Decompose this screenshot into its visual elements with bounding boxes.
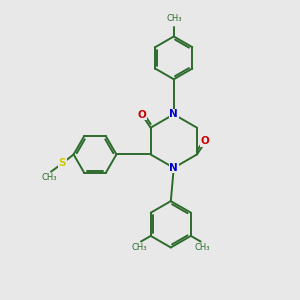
Text: O: O [201, 136, 210, 146]
Text: CH₃: CH₃ [132, 243, 147, 252]
Text: CH₃: CH₃ [166, 14, 182, 23]
Text: N: N [169, 109, 178, 119]
Text: CH₃: CH₃ [42, 173, 57, 182]
Text: N: N [169, 163, 178, 173]
Text: S: S [58, 158, 66, 168]
Text: CH₃: CH₃ [194, 243, 210, 252]
Text: O: O [138, 110, 147, 120]
